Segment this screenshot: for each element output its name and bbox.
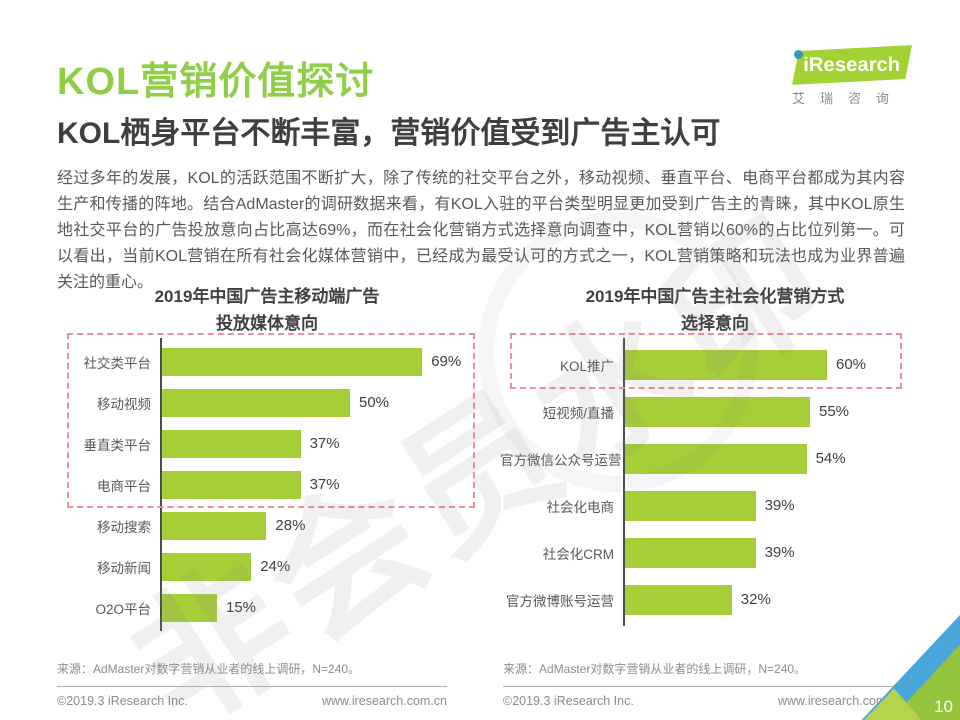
chart-title-line1: 2019年中国广告主移动端广告 (154, 287, 380, 306)
footer-divider (503, 686, 903, 687)
category-label: 社交类平台 (83, 355, 152, 371)
value-label: 24% (260, 558, 291, 575)
footer-right: 来源：AdMaster对数字营销从业者的线上调研，N=240。 ©2019.3 … (503, 660, 903, 708)
footer-divider (57, 686, 447, 687)
bar (623, 490, 756, 521)
page-subtitle: KOL栖身平台不断丰富，营销价值受到广告主认可 (57, 117, 721, 150)
chart-row: 垂直类平台 37% (57, 423, 477, 464)
category-label: O2O平台 (95, 601, 151, 617)
value-label: 39% (764, 497, 795, 514)
category-label: 垂直类平台 (83, 437, 152, 453)
chart-social-marketing-intent: 2019年中国广告主社会化营销方式 选择意向 KOL推广 60% 短视频/直播 55%… (500, 283, 930, 626)
category-label: 社会化电商 (546, 499, 615, 515)
category-label: 官方微信公众号运营 (500, 452, 622, 468)
bar (160, 429, 301, 458)
category-label: KOL推广 (559, 358, 614, 374)
category-label: 移动搜索 (97, 519, 151, 535)
chart-title-line2: 选择意向 (681, 314, 749, 333)
chart-title: 2019年中国广告主移动端广告 投放媒体意向 (57, 283, 477, 337)
chart-row: 社会化CRM 39% (500, 529, 930, 576)
page-number: 10 (934, 697, 953, 716)
logo-brand-text: iResearch (803, 53, 901, 76)
chart-title-line1: 2019年中国广告主社会化营销方式 (585, 287, 845, 306)
value-label: 28% (275, 517, 306, 534)
chart-row: O2O平台 15% (57, 587, 477, 628)
logo-chinese-text: 艾瑞咨询 (792, 91, 905, 106)
chart-title: 2019年中国广告主社会化营销方式 选择意向 (500, 283, 930, 337)
bar (160, 511, 267, 540)
chart-row: 移动搜索 28% (57, 505, 477, 546)
value-label: 54% (815, 450, 846, 467)
chart-row: KOL推广 60% (500, 341, 930, 388)
footer-left: 来源：AdMaster对数字营销从业者的线上调研，N=240。 ©2019.3 … (57, 660, 447, 708)
source-note: 来源：AdMaster对数字营销从业者的线上调研，N=240。 (503, 662, 807, 676)
chart-row: 移动新闻 24% (57, 546, 477, 587)
page-title: KOL营销价值探讨 (57, 61, 375, 103)
chart-row: 官方微信公众号运营 54% (500, 435, 930, 482)
value-label: 15% (226, 599, 257, 616)
value-label: 60% (836, 356, 867, 373)
category-label: 短视频/直播 (542, 405, 614, 421)
category-label: 官方微博账号运营 (506, 593, 614, 609)
category-label: 移动新闻 (97, 560, 151, 576)
chart-row: 电商平台 37% (57, 464, 477, 505)
copyright-text: ©2019.3 iResearch Inc. (57, 694, 188, 708)
copyright-text: ©2019.3 iResearch Inc. (503, 694, 634, 708)
bar (623, 537, 756, 568)
value-label: 37% (309, 476, 340, 493)
value-label: 39% (764, 544, 795, 561)
chart-title-line2: 投放媒体意向 (216, 314, 318, 333)
value-label: 32% (740, 591, 771, 608)
logo-plate: iResearch (792, 45, 912, 85)
chart-row: 官方微博账号运营 32% (500, 576, 930, 623)
value-label: 50% (359, 394, 390, 411)
chart-plot-area: 社交类平台 69% 移动视频 50% 垂直类平台 37% 电商平台 37% 移动搜索 28% 移动新… (57, 338, 477, 631)
logo-i-dot-icon (794, 50, 803, 59)
category-label: 社会化CRM (542, 546, 614, 562)
source-note: 来源：AdMaster对数字营销从业者的线上调研，N=240。 (57, 662, 361, 676)
chart-row: 短视频/直播 55% (500, 388, 930, 435)
value-label: 37% (309, 435, 340, 452)
corner-decoration: 10 (840, 615, 960, 720)
bar (160, 347, 423, 376)
chart-row: 社会化电商 39% (500, 482, 930, 529)
iresearch-logo: iResearch 艾瑞咨询 (788, 45, 912, 107)
chart-row: 社交类平台 69% (57, 341, 477, 382)
bar (623, 396, 810, 427)
bar (623, 584, 732, 615)
bar (160, 470, 301, 499)
bar (623, 349, 827, 380)
bar (623, 443, 807, 474)
body-paragraph: 经过多年的发展，KOL的活跃范围不断扩大，除了传统的社交平台之外，移动视频、垂直… (57, 170, 905, 291)
value-label: 55% (819, 403, 850, 420)
category-label: 移动视频 (97, 396, 151, 412)
chart-mobile-ad-media-intent: 2019年中国广告主移动端广告 投放媒体意向 社交类平台 69% 移动视频 50% 垂直… (57, 283, 477, 631)
website-text: www.iresearch.com.cn (777, 694, 903, 708)
bar (160, 552, 252, 581)
website-text: www.iresearch.com.cn (321, 694, 447, 708)
bar (160, 593, 217, 622)
value-label: 69% (431, 353, 462, 370)
chart-plot-area: KOL推广 60% 短视频/直播 55% 官方微信公众号运营 54% 社会化电商 39% 社会化… (500, 338, 930, 626)
category-label: 电商平台 (97, 478, 151, 494)
bar (160, 388, 350, 417)
chart-row: 移动视频 50% (57, 382, 477, 423)
